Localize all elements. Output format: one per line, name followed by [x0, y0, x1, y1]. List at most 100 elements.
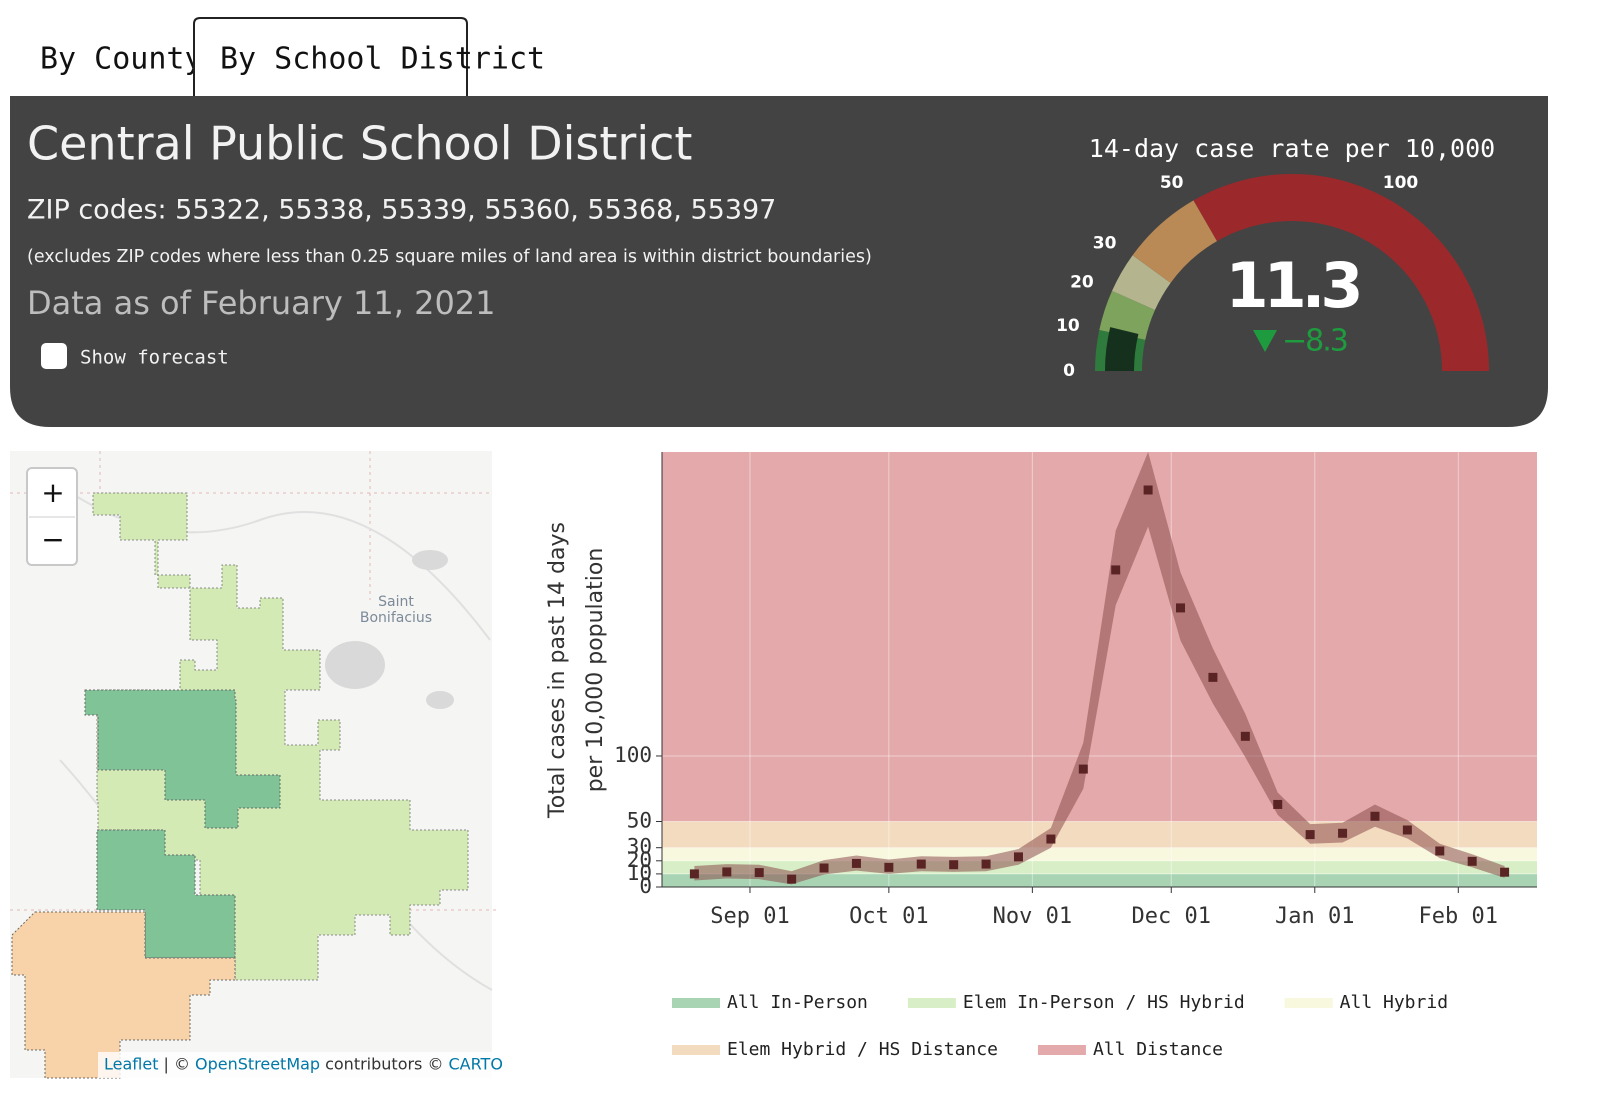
data-point [1370, 811, 1380, 821]
data-point [1305, 830, 1315, 840]
lake [325, 641, 385, 689]
lake [426, 691, 454, 709]
data-point [916, 859, 926, 869]
x-tick-label: Jan 01 [1275, 904, 1354, 929]
y-axis-label: Total cases in past 14 days [545, 522, 570, 819]
zoom-in[interactable]: + [41, 476, 64, 509]
legend-swatch [1037, 1045, 1086, 1055]
gauge-tick-label: 20 [1070, 273, 1094, 293]
attribution-text: | © [163, 1055, 189, 1074]
district-zone [11, 911, 236, 1079]
y-tick-label: 100 [614, 743, 652, 767]
gauge-tick-label: 0 [1063, 361, 1075, 381]
place-label: Bonifacius [360, 610, 432, 626]
data-point [1111, 565, 1121, 575]
attribution-bg [98, 1052, 492, 1078]
x-tick-label: Feb 01 [1419, 904, 1498, 929]
zone [662, 873, 1537, 887]
legend-label: Elem In-Person / HS Hybrid [963, 992, 1245, 1013]
change-arrow [1253, 330, 1277, 352]
data-point [884, 862, 894, 872]
tab[interactable]: By School District [220, 42, 545, 77]
attribution-link[interactable]: OpenStreetMap [195, 1055, 320, 1074]
data-point [819, 863, 829, 873]
data-point [1013, 852, 1023, 862]
x-tick-label: Nov 01 [993, 904, 1072, 929]
legend-swatch [1284, 998, 1333, 1008]
data-point [754, 868, 764, 878]
data-point [1240, 731, 1250, 741]
data-point [722, 867, 732, 877]
attribution-link[interactable]: Leaflet [104, 1055, 158, 1074]
legend-swatch [907, 998, 956, 1008]
gauge-tick-label: 50 [1160, 173, 1184, 193]
data-point [787, 874, 797, 884]
legend-swatch [672, 998, 720, 1008]
forecast-label[interactable]: Show forecast [80, 347, 229, 369]
header-panel [10, 96, 1548, 427]
data-point [1500, 867, 1510, 877]
x-tick-label: Oct 01 [849, 904, 928, 929]
gauge-tick-label: 10 [1056, 316, 1080, 336]
data-point [1402, 825, 1412, 835]
district-title: Central Public School District [27, 117, 692, 171]
gauge-value-bar [1105, 327, 1139, 371]
data-point [1046, 834, 1056, 844]
district-zone [96, 829, 236, 959]
data-point [1208, 672, 1218, 682]
data-date: Data as of February 11, 2021 [27, 284, 496, 322]
map: Saint Bonifacius + − Leaflet | © OpenStr… [10, 451, 503, 1079]
data-point [1078, 764, 1088, 774]
data-point [1176, 603, 1186, 613]
gauge: 14-day case rate per 10,000 0 10 20 30 50 100 1… [1056, 134, 1495, 381]
gauge-change: −8.3 [1282, 324, 1347, 359]
attribution-text: contributors © [325, 1055, 443, 1074]
y-tick-label: 10 [627, 861, 652, 885]
attribution: Leaflet | © OpenStreetMap contributors ©… [104, 1055, 503, 1074]
data-point [851, 858, 861, 868]
legend-swatch [672, 1045, 720, 1055]
y-tick-label: 20 [627, 848, 652, 872]
gauge-band [1099, 290, 1155, 340]
legend-label: All In-Person [727, 992, 868, 1013]
tab[interactable]: By County [40, 42, 203, 77]
zip-note: (excludes ZIP codes where less than 0.25… [27, 247, 872, 267]
active-tab-frame [193, 17, 468, 96]
place-label: Saint [378, 594, 414, 610]
gauge-band [1112, 255, 1171, 310]
data-point [949, 860, 959, 870]
y-axis-label: per 10,000 population [583, 548, 608, 793]
x-tick-label: Sep 01 [710, 904, 789, 929]
map-boundaries [10, 451, 500, 911]
legend-label: Elem Hybrid / HS Distance [727, 1039, 998, 1060]
gauge-band [1193, 173, 1489, 371]
lake [412, 550, 448, 570]
gauge-band [1132, 200, 1217, 283]
y-tick-label: 30 [627, 835, 652, 859]
gauge-tick-label: 100 [1383, 173, 1419, 193]
x-tick-label: Dec 01 [1132, 904, 1211, 929]
data-point [981, 859, 991, 869]
zoom-out[interactable]: − [41, 523, 64, 556]
y-tick-label: 50 [627, 808, 652, 832]
attribution-link[interactable]: CARTO [448, 1055, 502, 1074]
y-tick-label: 0 [639, 874, 652, 898]
zone [662, 847, 1537, 861]
data-point [1467, 856, 1477, 866]
forecast-checkbox[interactable] [41, 343, 67, 369]
data-point [1273, 799, 1283, 809]
legend-label: All Distance [1093, 1039, 1223, 1060]
gauge-value: 11.3 [1226, 249, 1360, 322]
gauge-tick-label: 30 [1093, 233, 1117, 253]
confidence-band [694, 452, 1505, 885]
data-point [1143, 485, 1153, 495]
gauge-title: 14-day case rate per 10,000 [1089, 134, 1495, 163]
district-zone [84, 689, 281, 829]
data-point [689, 869, 699, 879]
legend-label: All Hybrid [1340, 992, 1448, 1013]
data-point [1338, 828, 1348, 838]
zip-codes: ZIP codes: 55322, 55338, 55339, 55360, 5… [27, 195, 776, 226]
